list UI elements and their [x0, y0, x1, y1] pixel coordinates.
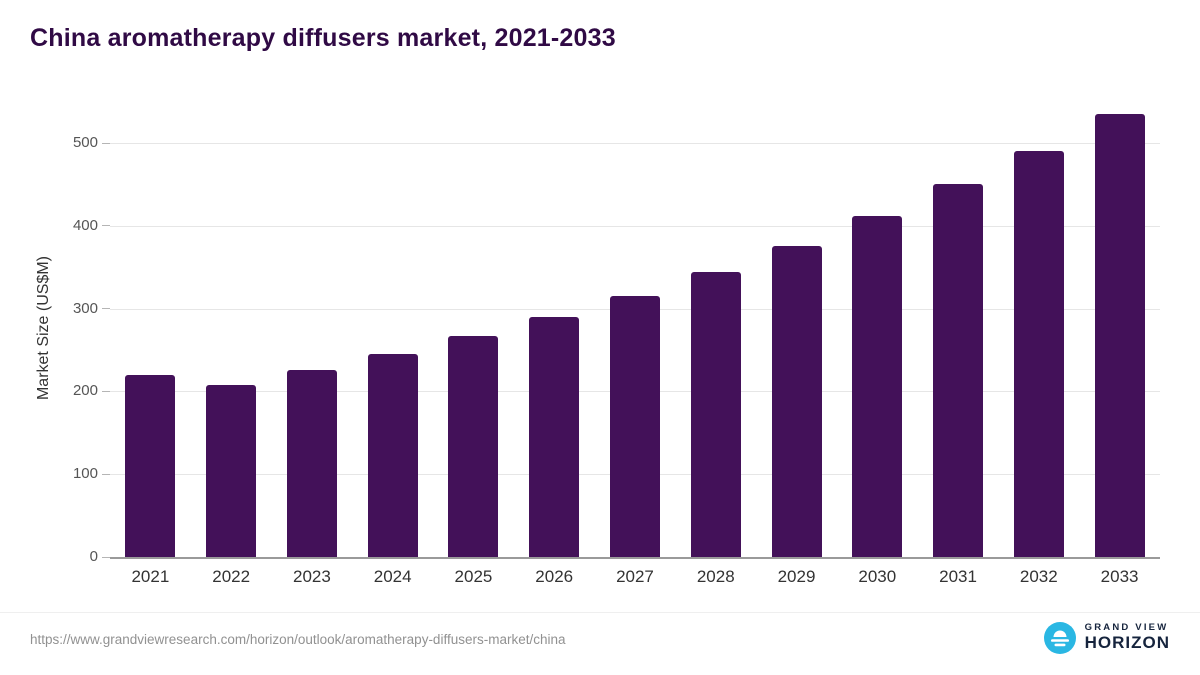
- bar-slot: [675, 100, 756, 557]
- x-tick-label: 2028: [696, 567, 735, 586]
- bar-slot: [837, 100, 918, 557]
- bar-2022: [206, 384, 257, 557]
- y-tick-label: 200: [72, 382, 98, 400]
- y-tick-label: 100: [72, 465, 98, 483]
- x-tick-label: 2027: [616, 567, 654, 586]
- y-tick-mark: [102, 556, 110, 558]
- bar-slot: [595, 100, 676, 557]
- bar-2030: [852, 215, 903, 557]
- bar-slot: [433, 100, 514, 557]
- x-tick-label: 2024: [373, 567, 412, 586]
- y-tick-label: 0: [89, 548, 98, 565]
- bar-slot: [918, 100, 999, 557]
- y-tick-label: 400: [72, 216, 98, 234]
- bar-2028: [690, 272, 741, 557]
- x-tick-labels: 2021 2022 2023 2024 2025 2026 2027 2028 2029 2030…: [110, 567, 1160, 587]
- bar-2021: [125, 374, 176, 557]
- x-tick-label: 2021: [131, 567, 170, 586]
- x-tick-label: 2029: [777, 567, 816, 586]
- chart-title: China aromatherapy diffusers market, 202…: [30, 24, 616, 52]
- bar-2025: [448, 335, 499, 557]
- y-tick-mark: [102, 308, 110, 310]
- bar-slot: [272, 100, 353, 557]
- y-tick-label: 500: [72, 134, 98, 152]
- y-tick-mark: [102, 473, 110, 475]
- x-tick-label: 2022: [212, 567, 251, 586]
- bar-slot: [756, 100, 837, 557]
- bar-2023: [286, 369, 337, 557]
- bar-slot: [998, 100, 1079, 557]
- y-tick-mark: [102, 225, 110, 227]
- grand-view-horizon-logo: GRAND VIEW HORIZON: [1043, 622, 1170, 654]
- y-tick-mark: [102, 142, 110, 144]
- logo-text: GRAND VIEW HORIZON: [1084, 622, 1170, 652]
- source-url: https://www.grandviewresearch.com/horizo…: [30, 632, 566, 647]
- bar-slot: [1079, 100, 1160, 557]
- plot-area: [110, 100, 1160, 559]
- bar-2029: [771, 245, 822, 557]
- footer-divider: [0, 612, 1200, 613]
- bar-2033: [1094, 114, 1145, 557]
- bar-2032: [1013, 151, 1064, 557]
- bar-slot: [110, 100, 191, 557]
- x-tick-label: 2031: [939, 567, 977, 586]
- x-tick-label: 2023: [293, 567, 331, 586]
- x-tick-label: 2032: [1019, 567, 1058, 586]
- logo-line-horizon: HORIZON: [1084, 632, 1170, 652]
- bar-2027: [609, 296, 660, 557]
- bar-slot: [514, 100, 595, 557]
- bar-2024: [367, 354, 418, 557]
- x-tick-label: 2025: [454, 567, 493, 586]
- x-tick-label: 2030: [858, 567, 897, 586]
- x-tick-label: 2033: [1100, 567, 1139, 586]
- x-tick-label: 2026: [535, 567, 574, 586]
- y-tick-labels: 0 100 200 300 400 500: [40, 100, 98, 565]
- horizon-sun-icon: [1043, 622, 1076, 654]
- bar-2031: [933, 184, 984, 557]
- y-tick-mark: [102, 390, 110, 392]
- bar-slot: [352, 100, 433, 557]
- bar-2026: [529, 316, 580, 557]
- bar-slot: [191, 100, 272, 557]
- y-tick-label: 300: [72, 299, 98, 317]
- logo-line-grand-view: GRAND VIEW: [1084, 622, 1169, 634]
